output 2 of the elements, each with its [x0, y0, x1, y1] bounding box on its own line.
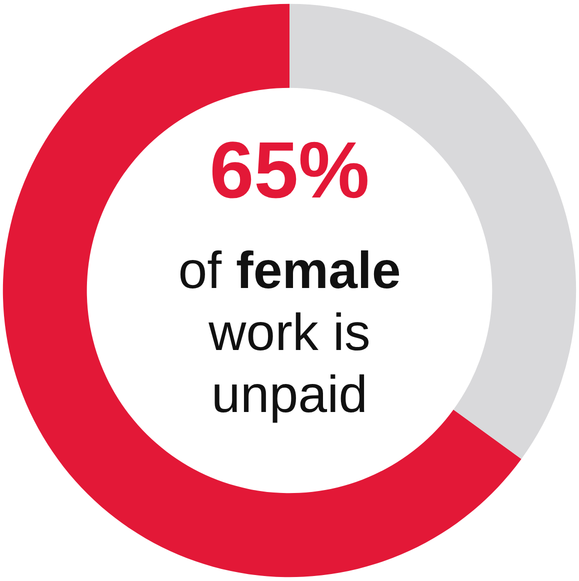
- data-label: 65%: [209, 126, 370, 214]
- text: of female work is unpaid: [178, 242, 401, 424]
